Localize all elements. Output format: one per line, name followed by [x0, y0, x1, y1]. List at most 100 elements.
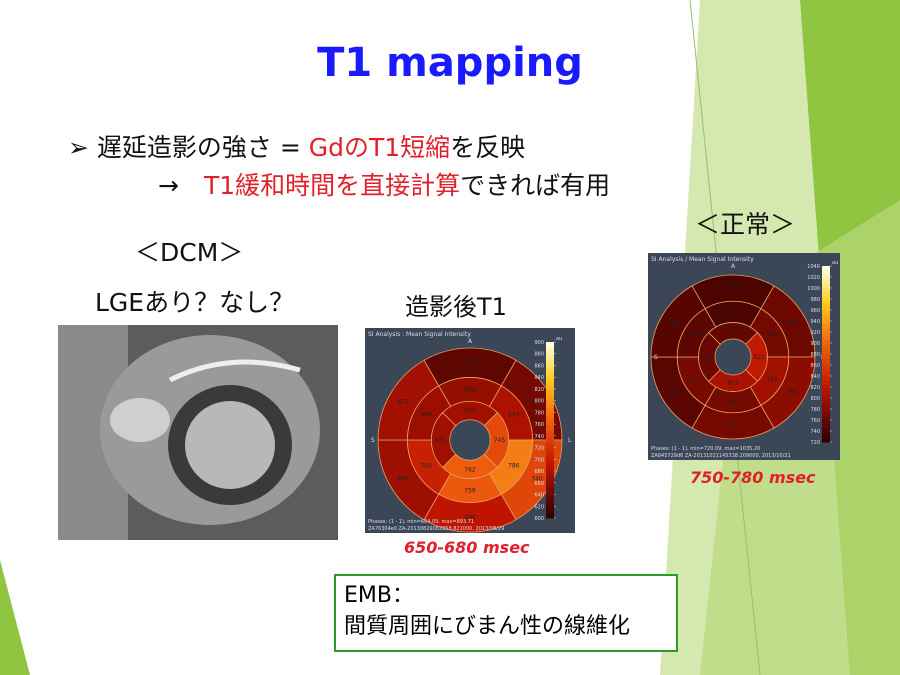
- segment: [698, 332, 721, 382]
- colorbar-label: 1040: [807, 264, 820, 270]
- colorbar-cell: [546, 465, 554, 471]
- colorbar-cell: [822, 371, 830, 377]
- colorbar-cell: [546, 460, 554, 466]
- colorbar-cell: [822, 384, 830, 390]
- colorbar-cell: [822, 411, 830, 417]
- colorbar-cell: [822, 415, 830, 421]
- colorbar-cell: [546, 469, 554, 475]
- colorbar-label: 860: [810, 363, 820, 369]
- segment-label: 780: [787, 388, 799, 395]
- colorbar-label: 960: [810, 308, 820, 314]
- colorbar-cell: [546, 456, 554, 462]
- segment-label: 803: [727, 380, 739, 387]
- colorbar-label: 600: [534, 516, 544, 522]
- colorbar-cell: [822, 266, 830, 271]
- segment-label: 664: [464, 386, 476, 393]
- colorbar-cell: [822, 420, 830, 425]
- colorbar-cell: [822, 380, 830, 386]
- segment-label: 821: [754, 354, 766, 361]
- colorbar-cell: [546, 425, 554, 431]
- colorbar-cell: [822, 279, 830, 285]
- segment-label: 740: [531, 476, 543, 483]
- colorbar-cell: [546, 513, 554, 519]
- colorbar-cell: [822, 406, 830, 412]
- colorbar-cell: [822, 336, 830, 342]
- segment-label: 762: [464, 466, 476, 473]
- colorbar-label: 1000: [807, 286, 820, 292]
- colorbar-cell: [546, 408, 554, 413]
- colorbar-cell: [546, 447, 554, 453]
- segment-label: 669: [397, 476, 409, 483]
- colorbar-cell: [822, 327, 830, 333]
- map-footer: Phases: (1 - 1), min=604.09, max=893.71: [368, 519, 474, 525]
- decor-corner: [0, 560, 30, 675]
- colorbar-cell: [822, 345, 830, 351]
- colorbar-cell: [546, 412, 554, 418]
- label: 造影後T1: [405, 293, 507, 321]
- segment-label: 672: [397, 398, 409, 405]
- colorbar-cell: [822, 428, 830, 434]
- map-header: SI Analysis : Mean Signal Intensity: [368, 331, 471, 338]
- colorbar-cell: [546, 491, 554, 497]
- colorbar-cell: [546, 438, 554, 444]
- segment-label: 679: [508, 412, 520, 419]
- colorbar-label: 680: [534, 469, 544, 475]
- segment-label: 747: [668, 388, 680, 395]
- label: ＜正常＞: [695, 210, 796, 239]
- colorbar-cell: [822, 340, 830, 346]
- colorbar-label: 940: [810, 319, 820, 325]
- colorbar-cell: [546, 394, 554, 400]
- segment-label: 786: [508, 462, 520, 469]
- segment-label: 767: [688, 377, 700, 384]
- segment-label: 767: [727, 423, 739, 430]
- caption: 650-680 msec: [404, 538, 530, 557]
- colorbar-cell: [546, 386, 554, 391]
- colorbar-cell: [546, 496, 554, 501]
- label: LGEあり？なし？: [95, 288, 295, 317]
- bullet-line: → T1緩和時間を直接計算できれば有用: [158, 166, 610, 202]
- note-box: EMB： 間質周囲にびまん性の線維化: [334, 574, 678, 652]
- colorbar-cell: [822, 398, 830, 403]
- orientation-label: S: [371, 437, 375, 444]
- colorbar-cell: [546, 452, 554, 457]
- colorbar-cell: [546, 390, 554, 396]
- colorbar-cell: [822, 301, 830, 307]
- segment-label: 671: [435, 437, 447, 444]
- colorbar-cell: [822, 274, 830, 280]
- colorbar-cell: [822, 358, 830, 364]
- label: ＜DCM＞: [135, 238, 244, 267]
- colorbar-cell: [546, 482, 554, 488]
- colorbar-label: 640: [534, 493, 544, 499]
- colorbar-cell: [822, 314, 830, 320]
- colorbar-cell: [822, 332, 830, 337]
- colorbar-label: 920: [810, 330, 820, 336]
- colorbar-cell: [822, 310, 830, 315]
- colorbar-cell: [546, 487, 554, 493]
- colorbar-cell: [822, 362, 830, 368]
- colorbar-label: 720: [534, 446, 544, 452]
- colorbar-cell: [546, 355, 554, 361]
- segment-label: 745: [494, 437, 506, 444]
- colorbar-cell: [822, 402, 830, 408]
- colorbar-cell: [822, 354, 830, 359]
- colorbar-cell: [546, 368, 554, 374]
- colorbar-label: 800: [810, 396, 820, 402]
- colorbar-label: 980: [810, 297, 820, 303]
- colorbar-cell: [822, 376, 830, 381]
- text-run: →: [158, 171, 204, 200]
- colorbar-cell: [546, 403, 554, 409]
- segment-label: 738: [727, 285, 739, 292]
- colorbar-cell: [822, 305, 830, 311]
- segment-label: 759: [464, 488, 476, 495]
- colorbar-cell: [546, 430, 554, 435]
- caption: 750-780 msec: [690, 468, 816, 487]
- colorbar-label: 720: [810, 440, 820, 446]
- colorbar-cell: [822, 288, 830, 293]
- segment: [430, 412, 457, 468]
- colorbar-cell: [822, 292, 830, 298]
- segment-label: 628: [464, 360, 476, 367]
- text-run: を反映: [450, 133, 526, 162]
- colorbar-cell: [822, 393, 830, 399]
- segment-label: 668: [420, 412, 432, 419]
